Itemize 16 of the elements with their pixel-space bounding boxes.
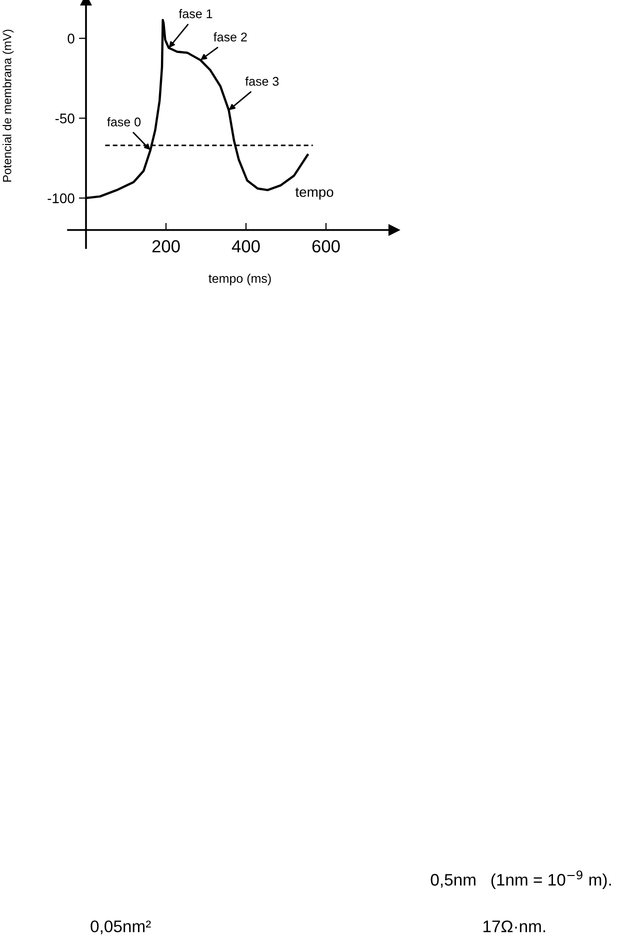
annotation: fase 3	[245, 76, 279, 86]
x-tick-label: 600	[312, 240, 340, 252]
annotation: fase 0	[107, 117, 141, 126]
y-tick-label: -50	[55, 114, 74, 124]
x-tick-label: 400	[232, 240, 260, 252]
annotation: tempo	[295, 188, 334, 200]
x-axis-title: tempo (ms)	[208, 274, 271, 286]
y-axis-title: Potencial de membrana (mV)	[2, 30, 14, 182]
y-tick-label: -100	[48, 193, 74, 204]
annotation: fase 1	[178, 9, 212, 18]
text: 0,05nm²	[90, 920, 151, 934]
y-tick-label: 0	[68, 34, 74, 44]
annotation: fase 2	[214, 32, 247, 42]
x-tick-label: 200	[152, 240, 180, 252]
text: 0,5nm (1nm = 10$^{−9}$ m).	[430, 870, 611, 889]
text: 17Ω·nm.	[484, 920, 546, 932]
